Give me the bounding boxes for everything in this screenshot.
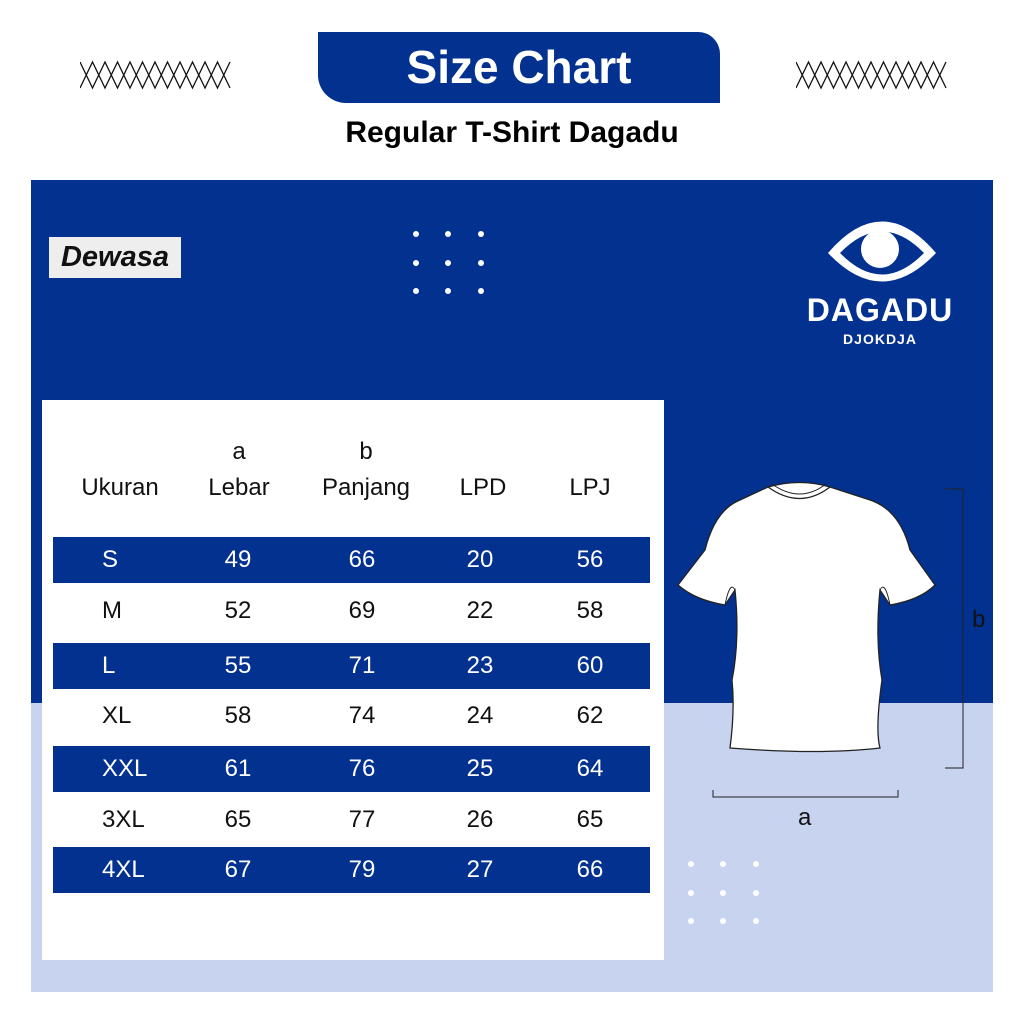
measure-cell: 55 [224,652,252,679]
measure-cell: 60 [576,652,604,679]
measure-cell: 66 [576,856,604,883]
measure-cell: 56 [576,546,604,573]
table-row: M 52 69 22 58 [53,588,650,634]
measure-cell: 49 [224,546,252,573]
measure-cell: 58 [576,597,604,624]
size-cell: S [102,546,119,573]
table-row: XXL 61 76 25 64 [53,746,650,792]
header-lpj: LPJ [569,474,611,501]
measure-cell: 64 [576,755,604,782]
measure-cell: 27 [466,856,494,883]
page-title: Size Chart [318,32,720,103]
brand-logo: DAGADU DJOKDJA [807,210,960,350]
size-cell: M [102,597,122,624]
zigzag-decoration-right [796,60,947,90]
measure-cell: 20 [466,546,494,573]
size-cell: L [102,652,116,679]
measure-cell: 77 [348,806,376,833]
measure-cell: 79 [348,856,376,883]
size-cell: XL [102,702,132,729]
dot-grid-decoration-top [413,231,484,294]
width-label: a [798,804,812,831]
measure-cell: 25 [466,755,494,782]
header-ukuran: Ukuran [81,474,159,501]
size-cell: 3XL [102,806,145,833]
tshirt-diagram [677,481,964,798]
measure-cell: 62 [576,702,604,729]
measure-cell: 74 [348,702,376,729]
table-row: S 49 66 20 56 [53,537,650,583]
length-label: b [972,606,986,633]
brand-tagline: DJOKDJA [843,331,917,347]
measure-cell: 67 [224,856,252,883]
page-subtitle: Regular T-Shirt Dagadu [345,116,679,149]
table-row: 4XL 67 79 27 66 [53,847,650,893]
header-lebar: a Lebar [208,438,270,501]
table-row: 3XL 65 77 26 65 [53,797,650,843]
measure-cell: 65 [224,806,252,833]
measure-cell: 52 [224,597,252,624]
measure-cell: 23 [466,652,494,679]
size-cell: XXL [102,755,148,782]
table-row: L 55 71 23 60 [53,643,650,689]
measure-cell: 22 [466,597,494,624]
header-lpd: LPD [459,474,507,501]
table-row: XL 58 74 24 62 [53,693,650,739]
measure-cell: 69 [348,597,376,624]
brand-name: DAGADU [806,292,954,328]
measure-cell: 76 [348,755,376,782]
header-panjang: b Panjang [321,438,411,501]
measure-cell: 61 [224,755,252,782]
category-label: Dewasa [49,237,181,278]
size-cell: 4XL [102,856,145,883]
measure-cell: 24 [466,702,494,729]
eye-icon [828,221,936,282]
dot-grid-decoration-bottom [688,861,759,924]
measure-cell: 65 [576,806,604,833]
measure-cell: 26 [466,806,494,833]
measure-cell: 71 [348,652,376,679]
zigzag-decoration-left [80,60,231,90]
measure-cell: 58 [224,702,252,729]
measure-cell: 66 [348,546,376,573]
